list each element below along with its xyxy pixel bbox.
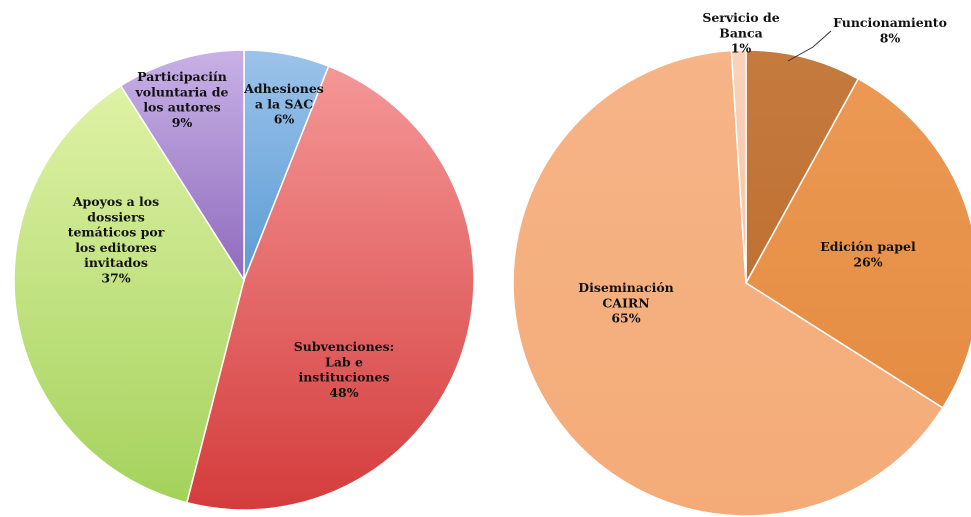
label-line: Apoyos a los [72,194,159,209]
label-line: invitados [84,255,148,270]
label-line: Lab e [325,354,363,369]
label-line: 37% [101,270,130,285]
label-line: Funcionamiento [833,15,947,30]
label-line: temáticos por [68,225,165,240]
label-line: 48% [329,385,358,400]
servicio-banca-slice [730,49,747,284]
label-line: Banca [719,25,762,40]
servicio-banca-label: Servicio de Banca 1% [702,10,779,56]
label-line: CAIRN [602,295,649,310]
label-line: voluntaria de [135,84,229,99]
edicion-papel-slice [745,77,971,409]
diseminacion-slice [512,49,944,517]
leader-line [787,30,832,62]
diseminacion-label: Diseminación CAIRN 65% [578,280,674,326]
apoyos-label: Apoyos a los dossiers temáticos por los edi… [68,194,165,285]
funcionamiento-label: Funcionamiento 8% [833,15,947,45]
label-line: a la SAC [255,96,313,111]
label-line: 1% [731,41,752,56]
label-line: Servicio de [702,10,779,25]
label-line: 65% [611,311,640,326]
adhesiones-label: Adhesiones a la SAC 6% [243,81,324,127]
label-line: Participaciín [137,69,227,84]
subvenciones-slice [185,65,475,511]
pie-chart-funding-sources: Adhesiones a la SAC 6%Subvenciones: Lab e in… [13,49,475,511]
funcionamiento-slice [745,49,860,284]
subvenciones-label: Subvenciones: Lab e instituciones 48% [294,339,395,400]
label-line: 26% [853,254,882,269]
edicion-papel-label: Edición papel 26% [820,239,916,269]
label-line: 6% [274,112,295,127]
participacion-slice [119,49,245,283]
label-line: los editores [75,240,157,255]
label-line: Adhesiones [243,81,324,96]
label-line: dossiers [87,209,144,224]
label-line: Edición papel [820,239,916,254]
pie-chart-expenses: Funcionamiento 8% Edición papel 26% Disemina… [512,10,971,517]
label-line: 8% [880,30,901,45]
label-line: Diseminación [578,280,674,295]
label-line: Subvenciones: [294,339,395,354]
label-line: 9% [172,115,193,130]
participacion-label: Participaciín voluntaria de los autores 9% [135,69,229,130]
label-line: instituciones [298,370,389,385]
label-line: los autores [143,100,220,115]
